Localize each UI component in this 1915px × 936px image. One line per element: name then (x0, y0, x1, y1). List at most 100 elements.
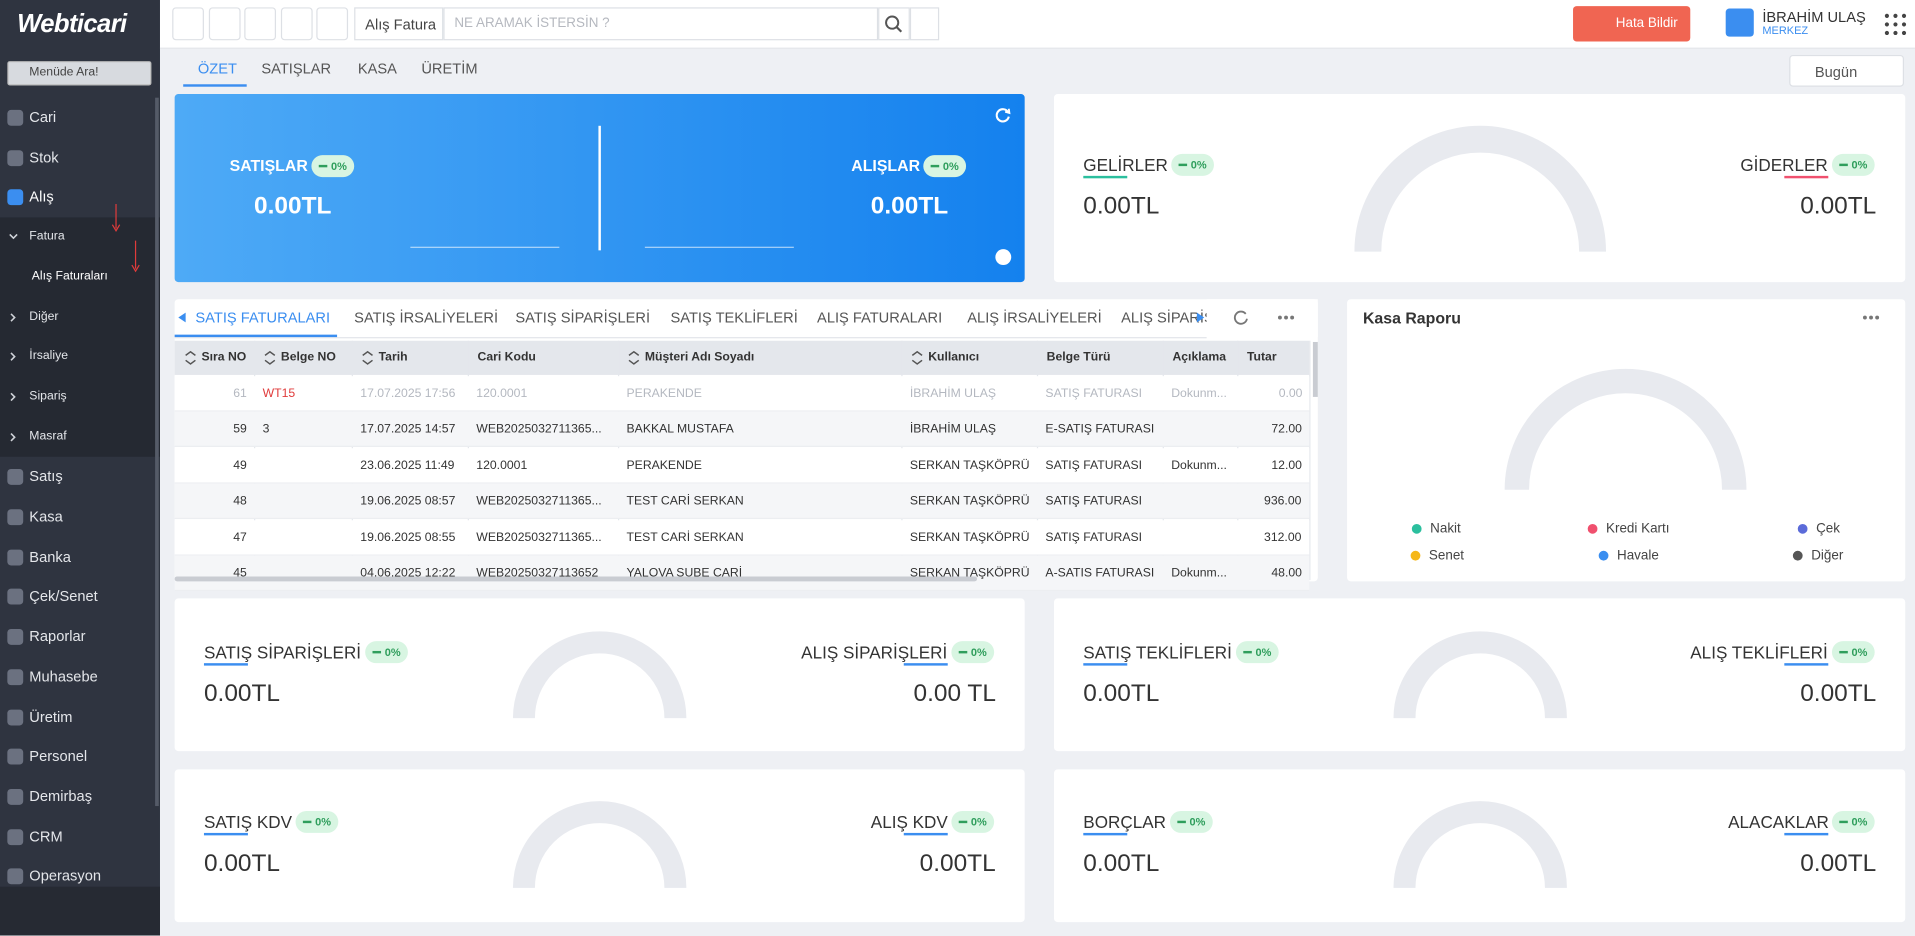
label-underline (203, 832, 248, 836)
table-cell: PERAKENDE (626, 387, 702, 401)
tab[interactable]: ÖZET (197, 59, 237, 77)
menu-item[interactable]: Satış (29, 468, 63, 486)
menu-item[interactable]: Üretim (29, 707, 73, 725)
column-header[interactable]: Tarih (378, 350, 408, 364)
period-select[interactable]: Bugün (1789, 54, 1905, 87)
menu-icon (7, 589, 24, 606)
table-row[interactable] (174, 555, 1310, 592)
menu-item[interactable]: Cari (29, 108, 57, 126)
hero-line (410, 246, 560, 248)
card-label: GELİRLER (1083, 155, 1168, 175)
sort-icon (911, 350, 923, 365)
document-tab[interactable]: SATIŞ TEKLİFLERİ (670, 308, 798, 327)
submenu-item[interactable]: Sipariş (29, 389, 67, 403)
filter-button[interactable] (909, 7, 940, 41)
table-cell: Dokunm... (1171, 566, 1227, 581)
label-underline (1784, 832, 1829, 836)
table-row[interactable] (174, 447, 1310, 484)
tab[interactable]: KASA (357, 59, 397, 77)
column-header[interactable]: Kullanıcı (928, 350, 980, 364)
report-button[interactable] (1573, 6, 1691, 42)
submenu-item[interactable]: Masraf (29, 429, 67, 443)
fullscreen-button[interactable] (280, 7, 313, 41)
back-button[interactable] (172, 7, 204, 41)
table-actions (1206, 299, 1318, 338)
gauge (1504, 368, 1747, 490)
document-tab[interactable]: ALIŞ SİPARİŞLERİ (1121, 308, 1206, 327)
help-icon (995, 249, 1012, 266)
table-row[interactable] (174, 376, 1310, 412)
document-select[interactable]: Alış Fatura (354, 7, 444, 41)
display-button[interactable] (316, 7, 349, 41)
document-tab[interactable]: ALIŞ FATURALARI (817, 308, 943, 327)
column-header[interactable]: Tutar (1246, 350, 1277, 364)
sort-icon (264, 350, 276, 365)
legend-dot (1598, 550, 1609, 561)
document-tab[interactable]: SATIŞ FATURALARI (195, 308, 331, 327)
card-value: 0.00 TL (913, 680, 996, 708)
menu-item[interactable]: Çek/Senet (29, 587, 98, 606)
table-cell: SATIŞ FATURASI (1045, 494, 1143, 509)
table-row[interactable] (174, 519, 1310, 556)
table-cell: Dokunm... (1171, 458, 1227, 473)
search-button[interactable] (878, 7, 910, 41)
document-tab[interactable]: SATIŞ SİPARİŞLERİ (515, 308, 651, 327)
summary-card (1053, 769, 1906, 923)
menu-icon (7, 708, 24, 725)
table-cell: İBRAHİM ULAŞ (909, 387, 997, 401)
hero-line (644, 246, 794, 248)
menu-icon (7, 469, 24, 486)
menu-icon (7, 669, 24, 685)
column-header[interactable]: Belge NO (280, 350, 336, 364)
table-row[interactable] (174, 412, 1310, 448)
menu-icon (7, 109, 24, 126)
tab[interactable]: SATIŞLAR (261, 59, 332, 77)
table-cell: 0.00 (1278, 387, 1303, 401)
menu-search[interactable] (7, 61, 152, 86)
menu-item[interactable]: Demirbaş (29, 787, 93, 805)
submenu-item[interactable]: Diğer (29, 309, 59, 324)
menu-item[interactable]: Personel (29, 747, 88, 765)
hero-value: 0.00TL (870, 192, 949, 220)
label-underline (203, 663, 248, 666)
badge: 0% (365, 641, 408, 664)
refresh-button[interactable] (244, 7, 277, 41)
menu-item[interactable]: Stok (29, 148, 59, 166)
menu-item[interactable]: Muhasebe (29, 667, 98, 685)
badge: 0% (1831, 810, 1875, 833)
legend-label: Diğer (1811, 548, 1844, 564)
tab[interactable]: ÜRETİM (421, 59, 478, 77)
column-header[interactable]: Sıra NO (201, 350, 247, 364)
column-header[interactable]: Müşteri Adı Soyadı (644, 350, 755, 364)
sub-menu-bg (0, 217, 160, 457)
logo: Webticari (17, 9, 127, 38)
gauge (1392, 801, 1567, 889)
column-header[interactable]: Belge Türü (1046, 350, 1111, 364)
submenu-item[interactable]: İrsaliye (29, 349, 69, 363)
submenu-item[interactable]: Fatura (29, 229, 65, 244)
column-header[interactable]: Açıklama (1172, 350, 1227, 364)
table-cell: 3 (262, 423, 270, 437)
table-cell: WEB2025032711365... (476, 423, 602, 437)
global-search[interactable] (443, 7, 879, 41)
legend-label: Çek (1816, 521, 1840, 537)
column-header[interactable]: Cari Kodu (477, 350, 536, 364)
menu-item[interactable]: CRM (29, 827, 63, 845)
card-label: ALIŞ TEKLİFLERİ (1690, 642, 1828, 662)
table-row[interactable] (174, 483, 1310, 520)
submenu-item[interactable]: Alış Faturaları (31, 269, 108, 284)
legend-dot (1411, 523, 1422, 534)
menu-item[interactable]: Kasa (29, 508, 63, 526)
menu-icon (7, 748, 24, 765)
table-scrollbar (174, 576, 978, 582)
table-cell: 72.00 (1271, 423, 1302, 437)
document-tab[interactable]: ALIŞ İRSALİYELERİ (967, 308, 1102, 327)
document-tab[interactable]: SATIŞ İRSALİYELERİ (354, 308, 499, 327)
menu-item[interactable]: Operasyon (29, 867, 102, 885)
forward-button[interactable] (208, 7, 240, 41)
menu-item[interactable]: Alış (29, 188, 54, 206)
menu-item[interactable]: Banka (29, 547, 71, 566)
table-cell: 49 (233, 458, 247, 473)
menu-item[interactable]: Raporlar (29, 627, 86, 645)
